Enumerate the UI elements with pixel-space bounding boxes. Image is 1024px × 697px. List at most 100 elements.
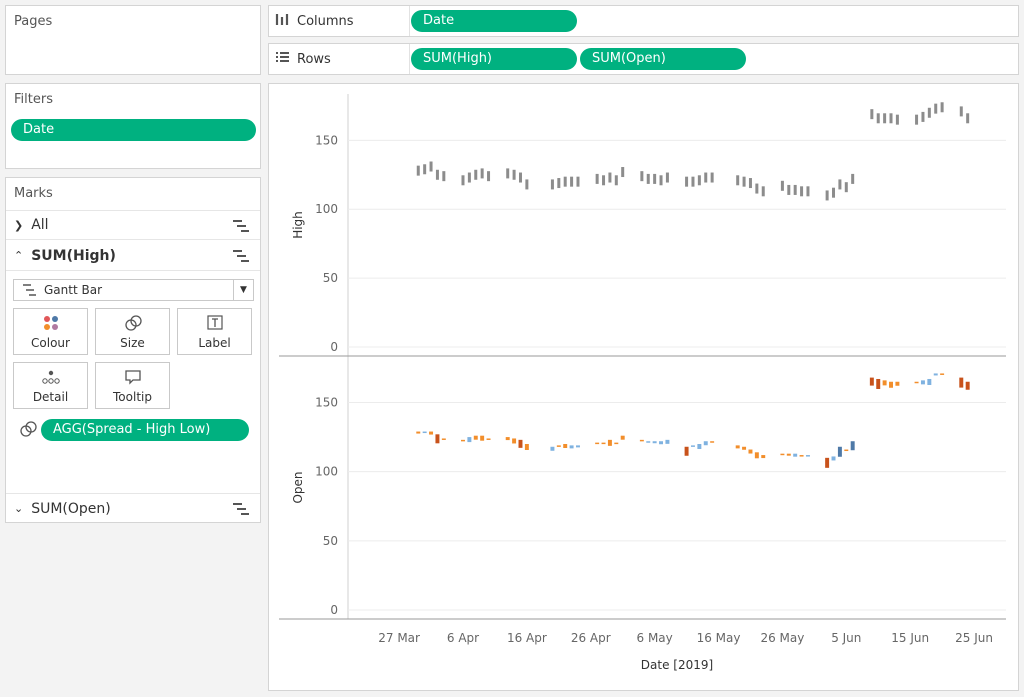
gantt-bar-open xyxy=(595,442,600,445)
gantt-bar-high xyxy=(825,190,829,201)
gantt-bar-high xyxy=(927,107,931,118)
columns-pill-date[interactable]: Date xyxy=(411,10,577,32)
gantt-bar-open xyxy=(940,373,945,375)
mark-type-dropdown[interactable]: Gantt Bar ▼ xyxy=(13,279,254,301)
gantt-bar-open xyxy=(889,381,893,388)
gantt-bar-high xyxy=(429,161,433,172)
gantt-bar-high xyxy=(518,172,522,183)
gantt-bar-open xyxy=(786,453,791,456)
gantt-bar-high xyxy=(883,113,887,124)
gantt-bar-high xyxy=(832,187,836,198)
gantt-bar-open xyxy=(754,452,759,459)
gantt-bar-high xyxy=(921,111,925,122)
gantt-bar-open xyxy=(512,438,517,444)
x-tick-label: 5 Jun xyxy=(831,631,861,645)
gantt-bar-open xyxy=(876,378,881,389)
gantt-icon xyxy=(232,502,250,520)
gantt-bar-open xyxy=(933,373,938,376)
label-button[interactable]: Label xyxy=(177,308,252,355)
gantt-bar-high xyxy=(423,164,427,175)
x-tick-label: 26 Apr xyxy=(571,631,611,645)
gantt-bar-open xyxy=(697,444,702,449)
gantt-bar-high xyxy=(959,106,963,117)
columns-shelf-label-wrap: Columns xyxy=(275,6,354,36)
rows-pill-high[interactable]: SUM(High) xyxy=(411,48,577,70)
gantt-bar-high xyxy=(793,184,797,195)
gantt-bar-high xyxy=(512,169,516,180)
columns-label: Columns xyxy=(297,13,354,29)
marks-high-row[interactable]: ⌃ SUM(High) xyxy=(6,241,260,271)
gantt-bar-open xyxy=(607,439,612,446)
gantt-icon xyxy=(232,219,250,237)
gantt-bar-open xyxy=(799,455,804,457)
chart-area[interactable]: 0 50 100 150 High 0 50 100 150 Open 27 Mar 6 Apr 16 … xyxy=(268,83,1019,691)
gantt-bar-open xyxy=(639,439,644,442)
gantt-bar-open xyxy=(825,457,830,468)
chevron-down-icon: ❯ xyxy=(14,218,24,232)
gantt-bar-high xyxy=(416,165,420,176)
dropdown-arrow-icon[interactable]: ▼ xyxy=(233,280,253,300)
size-field-pill[interactable]: AGG(Spread - High Low) xyxy=(41,419,249,441)
detail-label: Detail xyxy=(32,390,69,404)
gantt-bar-high xyxy=(736,175,740,186)
gantt-bar-open xyxy=(416,431,421,434)
gantt-bar-open xyxy=(742,446,747,450)
rows-shelf-label-wrap: Rows xyxy=(275,44,331,74)
gantt-bar-high xyxy=(576,176,580,187)
gantt-bar-high xyxy=(665,172,669,183)
gantt-bar-high xyxy=(614,175,618,186)
gantt-bar-open xyxy=(480,435,485,441)
gantt-chart: 0 50 100 150 High 0 50 100 150 Open 27 Mar 6 Apr 16 … xyxy=(279,94,1006,672)
marks-all-row[interactable]: ❯ All xyxy=(6,210,260,240)
chevron-down-icon: ⌄ xyxy=(14,502,24,515)
gantt-icon xyxy=(22,283,38,300)
tooltip-label: Tooltip xyxy=(113,390,152,404)
gantt-bar-high xyxy=(435,169,439,180)
gantt-bar-high xyxy=(659,175,663,186)
gantt-bar-high xyxy=(621,167,625,178)
gantt-bar-open xyxy=(659,441,664,445)
gantt-bar-high xyxy=(461,175,465,186)
gantt-bar-high xyxy=(755,183,759,194)
gantt-bar-high xyxy=(704,172,708,183)
x-tick-label: 27 Mar xyxy=(378,631,420,645)
columns-shelf[interactable]: Columns Date xyxy=(268,5,1019,37)
gantt-bar-open xyxy=(882,380,887,386)
pages-card[interactable]: Pages xyxy=(5,5,261,75)
size-button[interactable]: Size xyxy=(95,308,170,355)
detail-button[interactable]: Detail xyxy=(13,362,88,409)
marks-open-row[interactable]: ⌄ SUM(Open) xyxy=(6,493,260,523)
chevron-up-icon: ⌃ xyxy=(14,249,24,262)
gantt-bar-high xyxy=(851,173,855,184)
marks-high-label: SUM(High) xyxy=(31,247,116,264)
gantt-bar-high xyxy=(806,186,810,197)
gantt-bar-open xyxy=(614,442,619,445)
x-axis-label: Date [2019] xyxy=(641,658,713,672)
gantt-bar-high xyxy=(640,171,644,182)
gantt-bar-open xyxy=(844,449,849,452)
gantt-bar-high xyxy=(895,114,899,125)
tooltip-button[interactable]: Tooltip xyxy=(95,362,170,409)
y-tick-label: 0 xyxy=(330,340,338,354)
gantt-bar-high xyxy=(595,173,599,184)
gantt-bar-high xyxy=(442,171,446,182)
x-tick-label: 6 Apr xyxy=(447,631,479,645)
filter-pill-date[interactable]: Date xyxy=(11,119,256,141)
gantt-bar-high xyxy=(550,179,554,190)
rows-shelf[interactable]: Rows SUM(High) SUM(Open) xyxy=(268,43,1019,75)
gantt-bar-high xyxy=(570,176,574,187)
gantt-bar-high xyxy=(870,109,874,120)
marks-all-label: All xyxy=(31,217,49,233)
gantt-bar-high xyxy=(697,175,701,186)
colour-button[interactable]: Colour xyxy=(13,308,88,355)
rows-pill-open[interactable]: SUM(Open) xyxy=(580,48,746,70)
filters-card[interactable]: Filters Date xyxy=(5,83,261,169)
gantt-bar-open xyxy=(467,437,472,443)
tooltip-icon xyxy=(96,369,169,385)
colour-label: Colour xyxy=(31,336,70,350)
y-tick-label: 0 xyxy=(330,603,338,617)
gantt-bar-open xyxy=(620,435,625,440)
gantt-bar-open xyxy=(435,434,440,444)
gantt-bar-high xyxy=(748,178,752,189)
detail-icon xyxy=(14,369,87,385)
